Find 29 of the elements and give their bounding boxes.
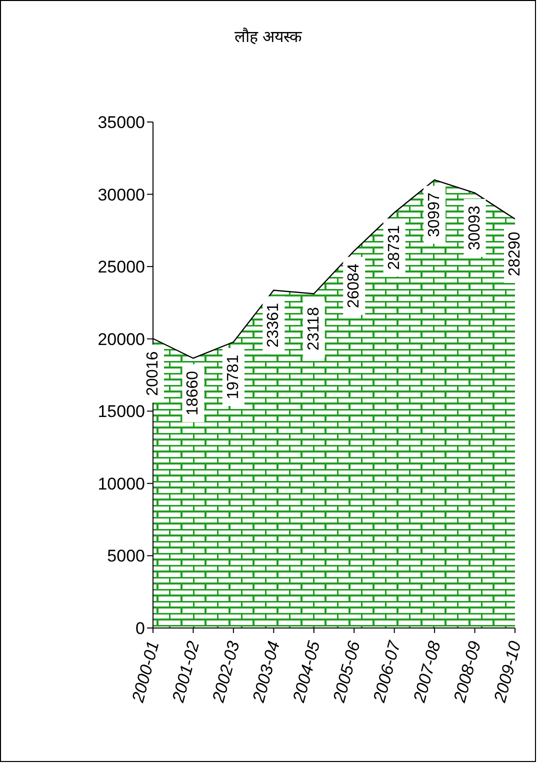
data-label: 30093 (466, 206, 484, 250)
y-tick-label: 0 (136, 619, 145, 638)
x-tick-label: 2008-09 (450, 638, 485, 706)
data-label: 28731 (386, 225, 403, 270)
y-tick-label: 20000 (98, 330, 145, 349)
x-tick-label: 2007-08 (410, 638, 445, 706)
x-tick-label: 2002-03 (208, 638, 244, 706)
chart-title: लौह अयस्क (233, 26, 303, 47)
y-tick-label: 25000 (98, 258, 145, 277)
x-tick-label: 2005-06 (329, 638, 364, 706)
y-tick-label: 5000 (107, 546, 145, 566)
x-tick-label: 2001-02 (168, 638, 204, 706)
data-label: 28290 (506, 232, 524, 276)
data-label: 23118 (305, 307, 322, 350)
y-tick-label: 35000 (98, 113, 145, 132)
data-label: 23361 (265, 302, 282, 348)
x-tick-label: 2006-07 (369, 638, 404, 706)
data-label: 26084 (346, 264, 363, 308)
y-tick-label: 30000 (98, 185, 145, 204)
data-label: 19781 (224, 354, 242, 400)
x-tick-label: 2000-01 (128, 639, 163, 706)
y-tick-label: 15000 (98, 402, 145, 422)
data-label: 20016 (144, 351, 162, 396)
x-tick-label: 2003-04 (248, 639, 284, 706)
x-tick-label: 2009-10 (490, 638, 526, 706)
data-label: 30997 (426, 192, 444, 238)
x-tick-label: 2004-05 (288, 638, 324, 706)
y-tick-label: 10000 (98, 474, 145, 494)
data-label: 18660 (184, 370, 202, 416)
